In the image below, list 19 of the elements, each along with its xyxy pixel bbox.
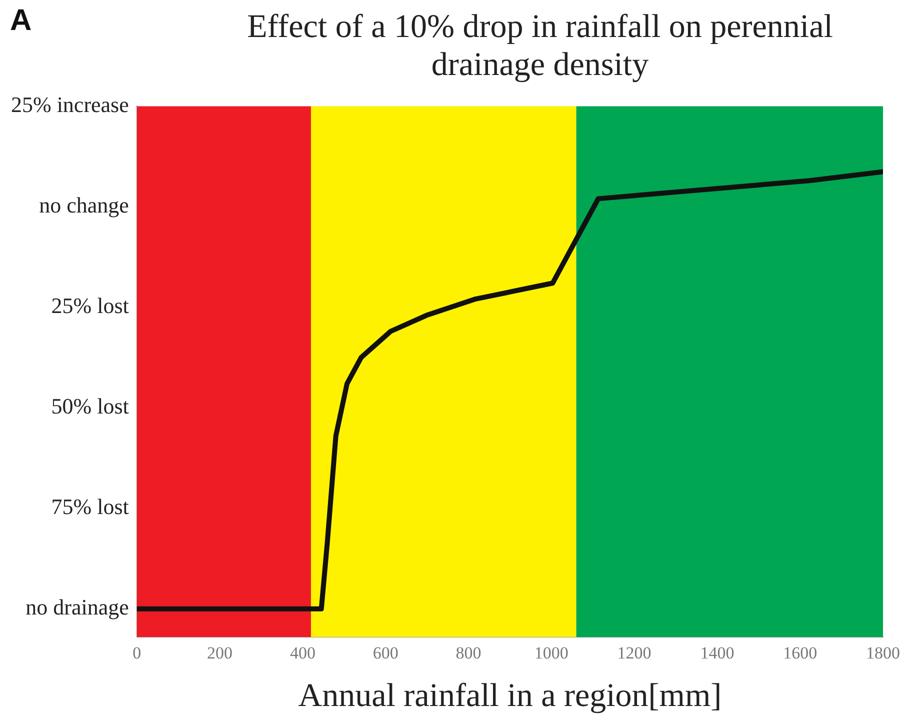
x-tick-label: 1200 (617, 644, 652, 663)
x-axis-title: Annual rainfall in a region[mm] (298, 678, 722, 714)
x-tick-label: 1600 (783, 644, 818, 663)
x-tick-label: 800 (456, 644, 482, 663)
x-tick-label: 1400 (700, 644, 734, 663)
y-tick-label: no change (39, 192, 129, 218)
y-tick-label: 75% lost (51, 494, 129, 520)
x-tick-label: 1800 (866, 644, 900, 663)
x-tick-label: 200 (207, 644, 233, 663)
y-tick-label: 50% lost (51, 394, 129, 419)
y-tick-label: no drainage (26, 594, 129, 620)
y-tick-label: 25% increase (10, 92, 129, 117)
text: A (10, 4, 32, 38)
x-tick-label: 0 (132, 644, 142, 663)
x-tick-label: 400 (290, 644, 316, 663)
x-tick-label: 1000 (534, 644, 568, 663)
chart-title: Effect of a 10% drop in rainfall on perennial drainage density (246, 8, 834, 84)
x-tick-label: 600 (372, 644, 398, 663)
y-tick-label: 25% lost (51, 293, 129, 318)
